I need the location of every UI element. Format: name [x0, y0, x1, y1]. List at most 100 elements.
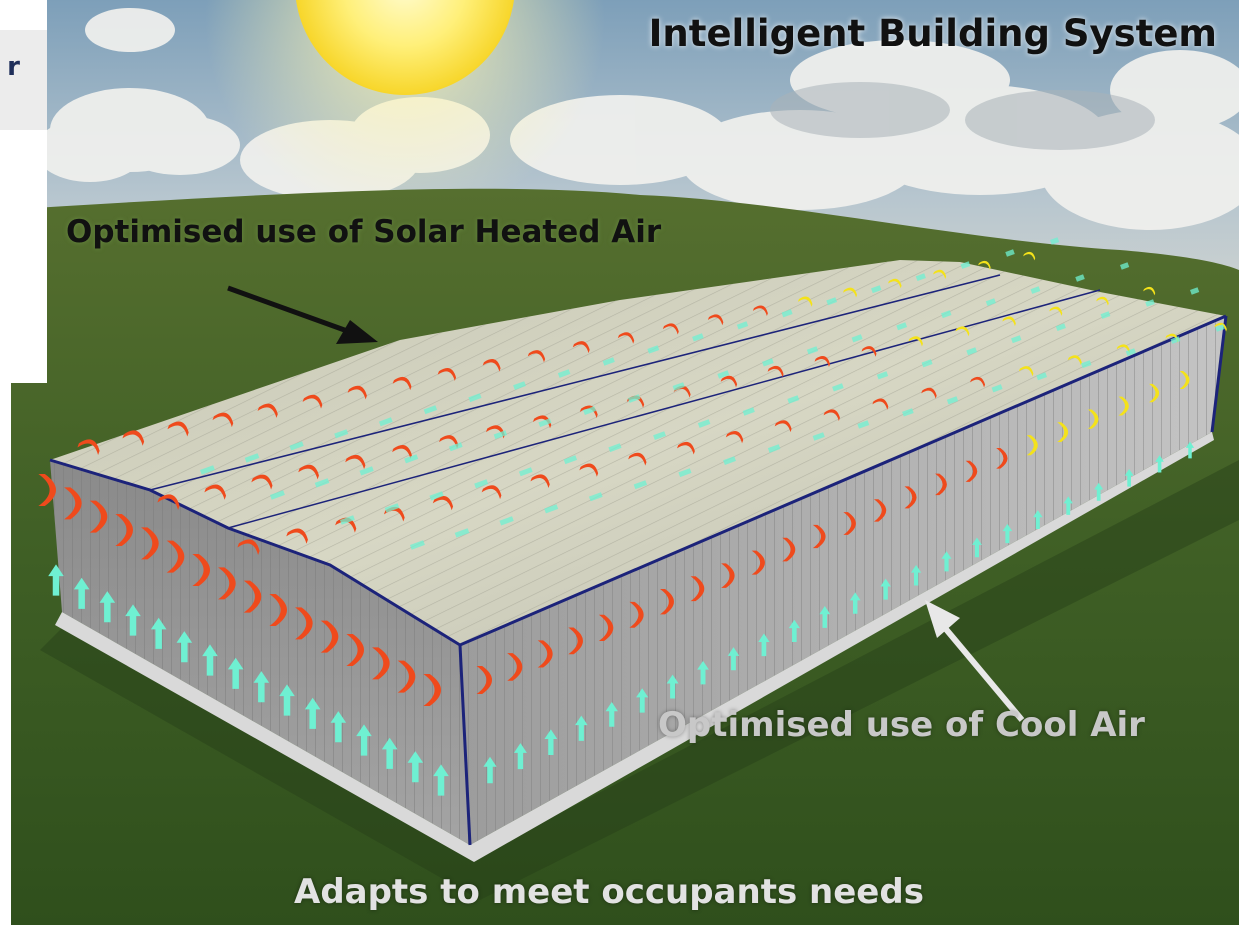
arrow-icon	[433, 764, 449, 796]
arrow-icon	[921, 359, 933, 368]
arrow-icon	[1179, 371, 1190, 389]
arrow-icon	[978, 260, 991, 270]
arrow-icon	[218, 567, 236, 600]
arrow-icon	[1214, 322, 1227, 332]
arrow-icon	[99, 591, 116, 623]
arrow-icon	[1023, 251, 1036, 261]
arrow-icon	[176, 631, 193, 663]
arrow-icon	[251, 474, 273, 490]
arrow-icon	[527, 350, 546, 363]
arrow-icon	[125, 604, 141, 636]
arrow-icon	[423, 674, 441, 706]
arrow-icon	[843, 512, 856, 535]
arrow-icon	[544, 504, 559, 514]
arrow-icon	[1094, 482, 1104, 501]
arrow-icon	[204, 484, 227, 500]
arrow-icon	[812, 432, 825, 441]
arrow-icon	[1026, 435, 1038, 456]
arrow-icon	[666, 674, 679, 699]
arrow-icon	[915, 273, 926, 282]
arrow-icon	[861, 346, 877, 357]
arrow-icon	[289, 441, 304, 451]
arrow-icon	[819, 606, 831, 628]
arrow-icon	[876, 371, 889, 380]
arrow-icon	[888, 278, 902, 289]
arrow-icon	[302, 394, 323, 409]
arrow-icon	[941, 310, 952, 319]
arrow-icon	[774, 420, 792, 433]
page-title: Intelligent Building System	[648, 12, 1217, 55]
arrow-icon	[270, 490, 285, 500]
arrow-icon	[608, 443, 622, 453]
arrow-icon	[814, 356, 831, 367]
arrow-icon	[381, 737, 398, 769]
arrow-icon	[996, 447, 1008, 469]
arrow-icon	[617, 332, 635, 344]
arrow-icon	[448, 442, 463, 452]
arrow-icon	[723, 456, 736, 465]
arrow-icon	[781, 309, 793, 318]
arrow-icon	[896, 322, 908, 331]
arrow-icon	[122, 430, 145, 446]
arrow-icon	[397, 660, 416, 693]
arrow-icon	[751, 550, 765, 575]
warm-air-arrows	[38, 305, 1190, 706]
arrow-icon	[1075, 274, 1085, 282]
arrow-icon	[530, 474, 550, 488]
arrow-icon	[38, 474, 57, 506]
arrow-icon	[832, 383, 844, 392]
arrow-icon	[727, 647, 740, 671]
arrow-icon	[1049, 306, 1063, 316]
arrow-icon	[227, 657, 244, 689]
arrow-icon	[1170, 336, 1181, 344]
arrow-icon	[192, 554, 210, 586]
arrow-icon	[742, 407, 755, 416]
arrow-icon	[253, 671, 270, 703]
arrow-icon	[758, 633, 770, 657]
arrow-icon	[269, 594, 287, 626]
arrow-icon	[378, 417, 393, 427]
arrow-icon	[1125, 348, 1136, 357]
arrow-icon	[960, 261, 971, 269]
arrow-icon	[356, 724, 372, 756]
arrow-icon	[933, 269, 947, 279]
arrow-icon	[787, 395, 800, 404]
arrow-icon	[972, 537, 982, 558]
arrow-icon	[1063, 496, 1073, 515]
arrow-icon	[851, 334, 863, 343]
arrow-icon	[583, 406, 596, 415]
arrow-icon	[507, 653, 523, 681]
arrow-icon	[797, 296, 813, 307]
side-panel-tab	[0, 30, 47, 130]
arrow-icon	[346, 634, 364, 666]
solar-heated-air-label: Optimised use of Solar Heated Air	[66, 214, 662, 250]
arrow-icon	[788, 619, 800, 642]
arrow-icon	[697, 660, 709, 685]
arrow-icon	[372, 647, 390, 680]
arrow-icon	[1149, 383, 1160, 403]
caption-footer: Adapts to meet occupants needs	[294, 872, 924, 912]
arrow-icon	[1067, 355, 1082, 366]
arrow-icon	[1050, 237, 1060, 245]
arrow-icon	[1087, 409, 1099, 429]
arrow-icon	[298, 464, 319, 480]
arrow-icon	[115, 514, 133, 546]
arrow-icon	[384, 503, 400, 513]
arrow-icon	[629, 601, 644, 628]
arrow-icon	[812, 524, 826, 549]
arrow-icon	[857, 420, 870, 429]
arrow-icon	[64, 487, 82, 520]
arrow-icon	[752, 305, 768, 317]
arrow-icon	[636, 688, 649, 713]
arrow-icon	[1145, 299, 1155, 307]
arrow-icon	[1096, 296, 1109, 306]
arrow-icon	[304, 697, 321, 729]
side-panel-lower	[0, 383, 11, 925]
arrow-icon	[692, 333, 704, 342]
arrow-icon	[1118, 396, 1129, 416]
arrow-icon	[482, 359, 501, 372]
arrow-icon	[89, 500, 108, 533]
arrow-icon	[485, 425, 505, 439]
arrow-icon	[330, 711, 347, 743]
arrow-icon	[1005, 249, 1015, 257]
